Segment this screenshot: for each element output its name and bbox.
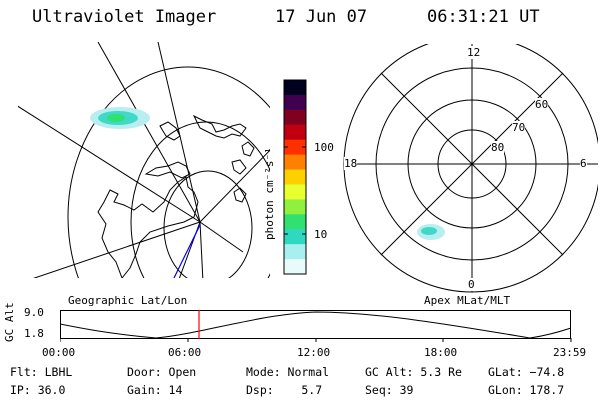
- altitude-plot: [60, 310, 572, 342]
- glon-status: GLon: 178.7: [488, 383, 565, 397]
- altitude-ylabel: GC Alt: [3, 302, 16, 342]
- time-tick-0600: 06:00: [168, 346, 202, 359]
- glat-status: GLat: −74.8: [488, 365, 565, 379]
- dsp-status: Dsp: 5.7: [246, 383, 323, 397]
- geographic-map: [18, 42, 270, 278]
- colorbar-stripe: [284, 169, 306, 186]
- polar-caption: Apex MLat/MLT: [424, 294, 511, 307]
- colorbar-stripe: [284, 229, 306, 245]
- time-tick-1200: 12:00: [297, 346, 331, 359]
- door-status: Door: Open: [127, 365, 197, 379]
- instrument-title: Ultraviolet Imager: [32, 7, 217, 27]
- mlt-label-0: 0: [468, 278, 475, 291]
- colorbar-stripe: [284, 109, 306, 126]
- time-tick-1800: 18:00: [424, 346, 458, 359]
- mlt-label-18: 18: [344, 157, 358, 170]
- colorbar-stripe: [284, 244, 306, 260]
- ip-status: IP: 36.0: [10, 383, 66, 397]
- satellite-track: [173, 224, 201, 278]
- filter-status: Flt: LBHL: [10, 365, 73, 379]
- time-label: 06:31:21 UT: [427, 7, 540, 27]
- gc-alt-status: GC Alt: 5.3 Re: [365, 365, 462, 379]
- colorbar-stripe: [284, 184, 306, 200]
- colorbar-stripe: [284, 80, 306, 96]
- aurora-blob-polar: [417, 224, 445, 240]
- altitude-ytick-high: 9.0: [24, 306, 44, 319]
- colorbar-stripe: [284, 124, 306, 141]
- colorbar-stripe: [284, 214, 306, 230]
- colorbar-unit-label: photon cm⁻²s⁻¹: [263, 147, 276, 240]
- time-tick-2359: 23:59: [553, 346, 587, 359]
- colorbar-stripe: [284, 94, 306, 111]
- mlat-label-70: 70: [512, 121, 526, 134]
- mlt-label-12: 12: [467, 46, 481, 59]
- mlat-label-80: 80: [491, 141, 505, 154]
- colorbar-stripe: [284, 199, 306, 215]
- colorbar-stripe: [284, 259, 306, 275]
- mode-status: Mode: Normal: [246, 365, 330, 379]
- colorbar-stripe: [284, 154, 306, 171]
- mlat-label-60: 60: [535, 98, 549, 111]
- time-tick-0000: 00:00: [42, 346, 76, 359]
- polar-mlt-plot: [343, 44, 598, 293]
- colorbar-tick-10: 10: [314, 228, 328, 241]
- date-label: 17 Jun 07: [275, 7, 368, 27]
- geographic-caption: Geographic Lat/Lon: [68, 294, 188, 307]
- colorbar-stripe: [284, 139, 306, 156]
- colorbar: [283, 79, 307, 275]
- aurora-blob-geo: [90, 107, 150, 129]
- mlt-label-6: 6: [580, 157, 587, 170]
- gain-status: Gain: 14: [127, 383, 183, 397]
- seq-status: Seq: 39: [365, 383, 414, 397]
- colorbar-tick-100: 100: [314, 141, 334, 154]
- altitude-ytick-low: 1.8: [24, 327, 44, 340]
